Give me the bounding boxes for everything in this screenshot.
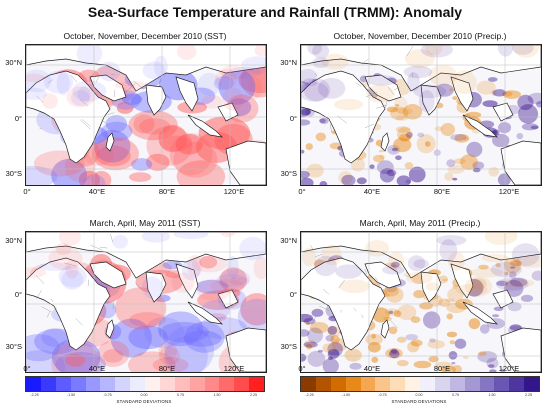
- colorbar-segment: [405, 377, 420, 391]
- panel-title-sst-mam: March, April, May 2011 (SST): [89, 218, 201, 228]
- colorbar-segment: [345, 377, 361, 391]
- map-precip-ond: [300, 44, 542, 186]
- map-precip-mam: [300, 231, 542, 373]
- lat-tick-30s: 30°S: [280, 169, 297, 178]
- colorbar-tick-label: 0.00: [415, 393, 423, 397]
- precip-colorbar: [300, 376, 540, 392]
- lon-tick-40e: 40°E: [363, 364, 381, 373]
- lat-tick-30s: 30°S: [5, 342, 22, 351]
- sst-colorbar: [25, 376, 265, 392]
- map-sst-ond-svg: [26, 45, 266, 185]
- colorbar-tick-label: 2.25: [524, 393, 532, 397]
- colorbar-segment: [375, 377, 391, 391]
- colorbar-segment: [174, 377, 190, 391]
- colorbar-segment: [524, 377, 539, 391]
- precip-colorbar-label: STANDARD DEVIATIONS: [391, 399, 447, 404]
- lat-tick-30s: 30°S: [5, 169, 22, 178]
- lat-tick-0: 0°: [14, 114, 22, 123]
- colorbar-tick-label: 1.50: [488, 393, 496, 397]
- colorbar-segment: [494, 377, 510, 391]
- lon-tick-120e: 120°E: [498, 187, 520, 196]
- panel-title-sst-ond: October, November, December 2010 (SST): [63, 31, 227, 41]
- colorbar-tick-label: -1.50: [66, 393, 76, 397]
- colorbar-segment: [301, 377, 316, 391]
- figure-title: Sea-Surface Temperature and Rainfall (TR…: [87, 4, 463, 20]
- lat-tick-30n: 30°N: [280, 236, 297, 245]
- lat-tick-30n: 30°N: [280, 58, 297, 67]
- colorbar-segment: [40, 377, 56, 391]
- lon-tick-80e: 80°E: [158, 364, 176, 373]
- colorbar-segment: [249, 377, 264, 391]
- map-sst-ond: [25, 44, 267, 186]
- colorbar-tick-label: -0.75: [103, 393, 112, 397]
- colorbar-segment: [70, 377, 86, 391]
- lon-tick-80e: 80°E: [433, 187, 451, 196]
- lon-tick-0: 0°: [298, 364, 306, 373]
- colorbar-segment: [85, 377, 101, 391]
- colorbar-segment: [509, 377, 525, 391]
- lon-tick-0: 0°: [23, 187, 31, 196]
- colorbar-segment: [26, 377, 41, 391]
- lat-tick-0: 0°: [289, 114, 297, 123]
- colorbar-tick-label: -0.75: [378, 393, 387, 397]
- colorbar-segment: [360, 377, 376, 391]
- colorbar-segment: [234, 377, 250, 391]
- panel-title-precip-ond: October, November, December 2010 (Precip…: [333, 31, 507, 41]
- lon-tick-0: 0°: [298, 187, 306, 196]
- lon-tick-40e: 40°E: [363, 187, 381, 196]
- colorbar-tick-label: -1.50: [341, 393, 351, 397]
- lon-tick-80e: 80°E: [433, 364, 451, 373]
- colorbar-segment: [420, 377, 435, 391]
- colorbar-segment: [315, 377, 331, 391]
- colorbar-segment: [159, 377, 175, 391]
- colorbar-segment: [219, 377, 235, 391]
- map-sst-mam: [25, 231, 267, 373]
- lon-tick-120e: 120°E: [223, 187, 245, 196]
- colorbar-segment: [130, 377, 145, 391]
- map-precip-mam-svg: [301, 232, 541, 372]
- lon-tick-80e: 80°E: [158, 187, 176, 196]
- colorbar-segment: [464, 377, 480, 391]
- sst-colorbar-label: STANDARD DEVIATIONS: [116, 399, 172, 404]
- colorbar-segment: [115, 377, 131, 391]
- panel-title-precip-mam: March, April, May 2011 (Precip.): [359, 218, 481, 228]
- lon-tick-0: 0°: [23, 364, 31, 373]
- colorbar-segment: [449, 377, 465, 391]
- colorbar-segment: [55, 377, 71, 391]
- lon-tick-120e: 120°E: [223, 364, 245, 373]
- colorbar-tick-label: -2.25: [30, 393, 39, 397]
- colorbar-segment: [189, 377, 205, 391]
- colorbar-segment: [479, 377, 495, 391]
- colorbar-segment: [204, 377, 220, 391]
- lon-tick-40e: 40°E: [88, 187, 106, 196]
- lat-tick-30n: 30°N: [5, 236, 22, 245]
- colorbar-tick-label: 0.75: [176, 393, 184, 397]
- lat-tick-0: 0°: [289, 290, 297, 299]
- colorbar-segment: [330, 377, 346, 391]
- lat-tick-30s: 30°S: [280, 342, 297, 351]
- colorbar-segment: [145, 377, 160, 391]
- lat-tick-30n: 30°N: [5, 58, 22, 67]
- colorbar-tick-label: 1.50: [213, 393, 221, 397]
- colorbar-tick-label: 0.00: [140, 393, 148, 397]
- colorbar-tick-label: 0.75: [451, 393, 459, 397]
- map-sst-mam-svg: [26, 232, 266, 372]
- colorbar-segment: [390, 377, 406, 391]
- lat-tick-0: 0°: [14, 290, 22, 299]
- lon-tick-120e: 120°E: [498, 364, 520, 373]
- lon-tick-40e: 40°E: [88, 364, 106, 373]
- colorbar-segment: [434, 377, 450, 391]
- colorbar-segment: [100, 377, 116, 391]
- colorbar-tick-label: -2.25: [305, 393, 314, 397]
- map-precip-ond-svg: [301, 45, 541, 185]
- colorbar-tick-label: 2.25: [249, 393, 257, 397]
